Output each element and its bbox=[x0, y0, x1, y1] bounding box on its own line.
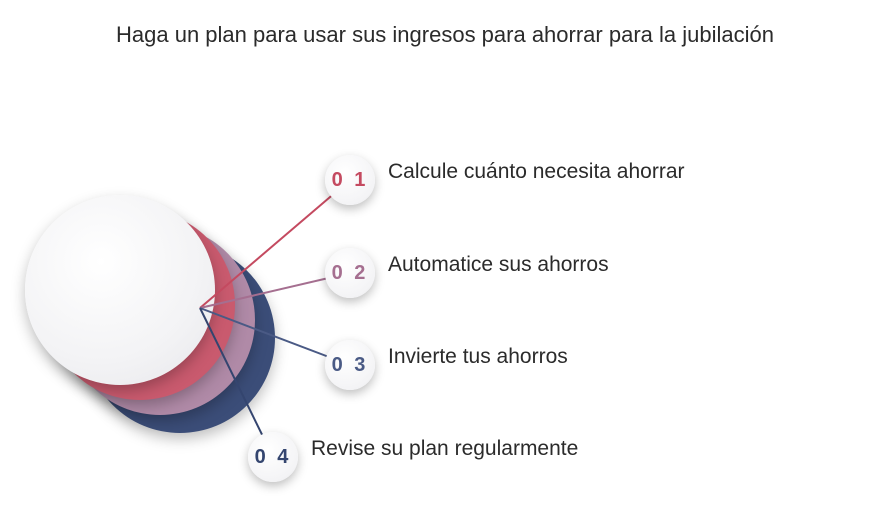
step-number-2: 0 2 bbox=[332, 262, 369, 285]
step-bullet-2: 0 2 bbox=[325, 248, 375, 298]
step-label-1: Calcule cuánto necesita ahorrar bbox=[388, 160, 685, 184]
step-bullet-3: 0 3 bbox=[325, 340, 375, 390]
step-number-3: 0 3 bbox=[332, 354, 369, 377]
step-label-3: Invierte tus ahorros bbox=[388, 345, 568, 369]
step-label-2: Automatice sus ahorros bbox=[388, 253, 609, 277]
step-bullet-1: 0 1 bbox=[325, 155, 375, 205]
connector-line-1 bbox=[200, 180, 350, 308]
step-number-1: 0 1 bbox=[332, 169, 369, 192]
step-number-4: 0 4 bbox=[255, 446, 292, 469]
step-label-4: Revise su plan regularmente bbox=[311, 437, 578, 461]
step-bullet-4: 0 4 bbox=[248, 432, 298, 482]
infographic-stage: 0 1 Calcule cuánto necesita ahorrar 0 2 … bbox=[0, 0, 890, 530]
